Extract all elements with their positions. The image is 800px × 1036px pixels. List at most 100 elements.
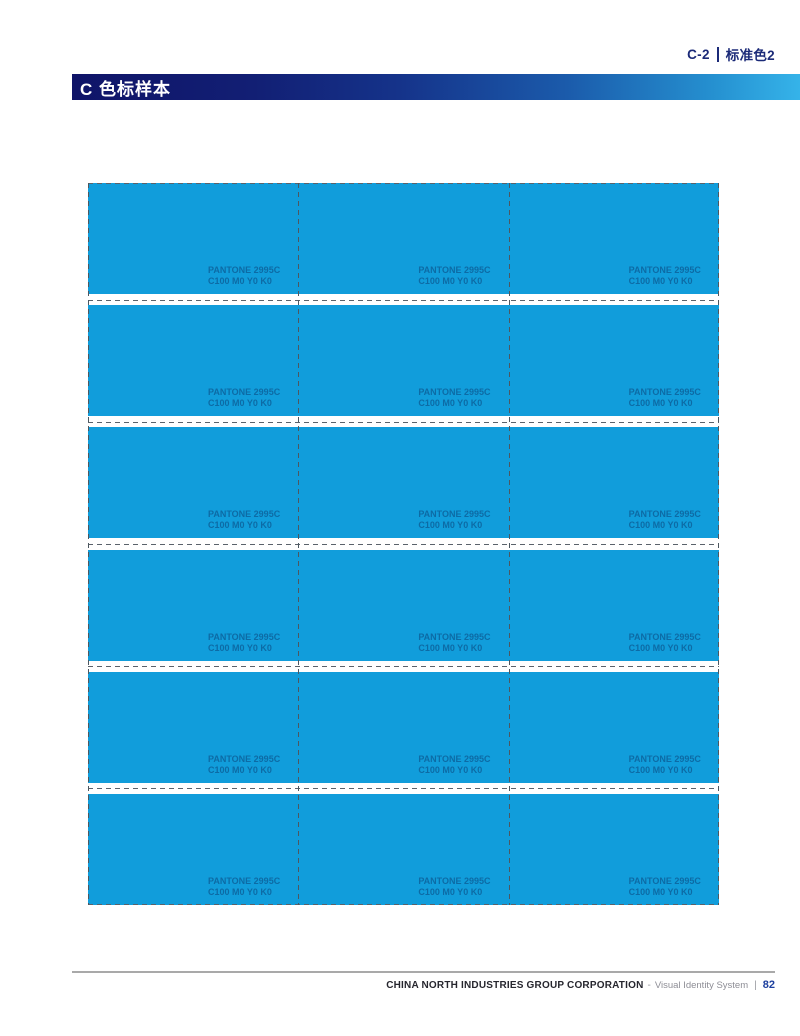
swatch-pantone-name: PANTONE 2995C [418,509,491,520]
swatch-cmyk-value: C100 M0 Y0 K0 [208,398,272,409]
section-tag-divider [716,46,719,62]
swatch-cell: PANTONE 2995C C100 M0 Y0 K0 [88,183,298,294]
swatch-cell: PANTONE 2995C C100 M0 Y0 K0 [298,672,508,783]
swatch-cell: PANTONE 2995C C100 M0 Y0 K0 [509,305,719,416]
swatch-cell: PANTONE 2995C C100 M0 Y0 K0 [509,183,719,294]
cut-line-horizontal [88,299,719,301]
swatch-pantone-name: PANTONE 2995C [628,509,701,520]
swatch-cmyk-value: C100 M0 Y0 K0 [628,276,693,286]
footer-company: CHINA NORTH INDUSTRIES GROUP CORPORATION [386,980,644,991]
section-code: C-2 [687,46,710,62]
swatch-pantone-name: PANTONE 2995C [418,876,491,886]
swatch-pantone-name: PANTONE 2995C [418,387,491,398]
swatch-cmyk-value: C100 M0 Y0 K0 [418,764,483,775]
cut-line-vertical [88,183,89,905]
swatch-pantone-name: PANTONE 2995C [208,631,281,642]
cut-line-vertical [509,183,510,905]
swatch-cell: PANTONE 2995C C100 M0 Y0 K0 [509,672,719,783]
swatch-pantone-name: PANTONE 2995C [208,509,281,520]
swatch-cmyk-value: C100 M0 Y0 K0 [208,520,272,531]
swatch-cmyk-value: C100 M0 Y0 K0 [418,520,483,531]
cut-line-horizontal [88,666,719,668]
swatch-label: PANTONE 2995C C100 M0 Y0 K0 [208,509,280,531]
swatch-cell: PANTONE 2995C C100 M0 Y0 K0 [88,672,298,783]
swatch-row: PANTONE 2995C C100 M0 Y0 K0 PANTONE 2995C C… [88,427,719,539]
swatch-label: PANTONE 2995C C100 M0 Y0 K0 [418,265,490,287]
footer-separator: - [647,980,651,991]
swatch-label: PANTONE 2995C C100 M0 Y0 K0 [208,265,280,287]
section-tag: C-2 标准色2 [687,44,775,64]
swatch-label: PANTONE 2995C C100 M0 Y0 K0 [418,632,490,654]
swatch-cmyk-value: C100 M0 Y0 K0 [628,520,693,531]
cut-line-vertical [718,183,719,905]
swatch-cell: PANTONE 2995C C100 M0 Y0 K0 [88,305,298,416]
swatch-pantone-name: PANTONE 2995C [418,753,491,764]
footer-system-name: Visual Identity System [654,980,749,991]
swatch-label: PANTONE 2995C C100 M0 Y0 K0 [629,387,701,409]
swatch-label: PANTONE 2995C C100 M0 Y0 K0 [418,509,490,531]
swatch-cell: PANTONE 2995C C100 M0 Y0 K0 [88,427,298,538]
swatch-pantone-name: PANTONE 2995C [208,753,281,764]
swatch-cmyk-value: C100 M0 Y0 K0 [208,642,272,653]
swatch-cmyk-value: C100 M0 Y0 K0 [418,276,483,286]
swatch-cell: PANTONE 2995C C100 M0 Y0 K0 [88,550,298,661]
swatch-cmyk-value: C100 M0 Y0 K0 [208,764,272,775]
swatch-cell: PANTONE 2995C C100 M0 Y0 K0 [509,427,719,538]
swatch-label: PANTONE 2995C C100 M0 Y0 K0 [208,754,280,776]
swatch-cell: PANTONE 2995C C100 M0 Y0 K0 [298,427,508,538]
swatch-cmyk-value: C100 M0 Y0 K0 [418,887,483,897]
swatch-row: PANTONE 2995C C100 M0 Y0 K0 PANTONE 2995C C… [88,183,719,294]
swatch-pantone-name: PANTONE 2995C [628,753,701,764]
footer-divider: | [754,980,757,991]
swatch-cell: PANTONE 2995C C100 M0 Y0 K0 [298,183,508,294]
swatch-label: PANTONE 2995C C100 M0 Y0 K0 [629,754,701,776]
swatch-label: PANTONE 2995C C100 M0 Y0 K0 [418,876,490,898]
page-title: C 色标样本 [80,79,171,99]
cut-line-horizontal [88,904,719,905]
swatch-pantone-name: PANTONE 2995C [418,631,491,642]
swatch-cell: PANTONE 2995C C100 M0 Y0 K0 [509,794,719,905]
swatch-cell: PANTONE 2995C C100 M0 Y0 K0 [509,550,719,661]
swatch-cmyk-value: C100 M0 Y0 K0 [628,764,693,775]
swatch-pantone-name: PANTONE 2995C [628,265,701,275]
swatch-label: PANTONE 2995C C100 M0 Y0 K0 [629,876,701,898]
swatch-row: PANTONE 2995C C100 M0 Y0 K0 PANTONE 2995C C… [88,671,719,783]
cut-line-horizontal [88,544,719,545]
swatch-pantone-name: PANTONE 2995C [628,876,701,886]
swatch-label: PANTONE 2995C C100 M0 Y0 K0 [208,876,280,898]
swatch-cmyk-value: C100 M0 Y0 K0 [628,398,693,409]
swatch-cell: PANTONE 2995C C100 M0 Y0 K0 [88,794,298,905]
swatch-label: PANTONE 2995C C100 M0 Y0 K0 [629,632,701,654]
swatch-cmyk-value: C100 M0 Y0 K0 [208,276,272,286]
swatch-label: PANTONE 2995C C100 M0 Y0 K0 [208,632,280,654]
swatch-row: PANTONE 2995C C100 M0 Y0 K0 PANTONE 2995C C… [88,305,719,417]
swatch-label: PANTONE 2995C C100 M0 Y0 K0 [418,387,490,409]
swatch-pantone-name: PANTONE 2995C [208,876,281,886]
swatch-label: PANTONE 2995C C100 M0 Y0 K0 [629,265,701,287]
swatch-label: PANTONE 2995C C100 M0 Y0 K0 [418,754,490,776]
cut-line-horizontal [88,421,719,423]
title-bar: C 色标样本 [72,74,800,100]
swatch-cell: PANTONE 2995C C100 M0 Y0 K0 [298,305,508,416]
swatch-pantone-name: PANTONE 2995C [628,631,701,642]
swatch-label: PANTONE 2995C C100 M0 Y0 K0 [629,509,701,531]
swatch-cell: PANTONE 2995C C100 M0 Y0 K0 [298,550,508,661]
swatch-cmyk-value: C100 M0 Y0 K0 [418,398,483,409]
swatch-cmyk-value: C100 M0 Y0 K0 [418,642,483,653]
swatch-cmyk-value: C100 M0 Y0 K0 [208,887,272,897]
swatch-pantone-name: PANTONE 2995C [208,265,281,275]
swatch-pantone-name: PANTONE 2995C [628,387,701,398]
cut-line-vertical [298,183,299,905]
cut-line-horizontal [88,183,719,184]
swatch-label: PANTONE 2995C C100 M0 Y0 K0 [208,387,280,409]
swatch-cmyk-value: C100 M0 Y0 K0 [628,887,693,897]
swatch-sheet: PANTONE 2995C C100 M0 Y0 K0 PANTONE 2995C C… [88,183,719,905]
swatch-pantone-name: PANTONE 2995C [208,387,281,398]
swatch-cmyk-value: C100 M0 Y0 K0 [628,642,693,653]
cut-line-horizontal [88,788,719,790]
page-number: 82 [762,979,775,991]
swatch-row: PANTONE 2995C C100 M0 Y0 K0 PANTONE 2995C C… [88,794,719,905]
footer: CHINA NORTH INDUSTRIES GROUP CORPORATION… [386,979,775,991]
section-label: 标准色2 [725,48,775,63]
